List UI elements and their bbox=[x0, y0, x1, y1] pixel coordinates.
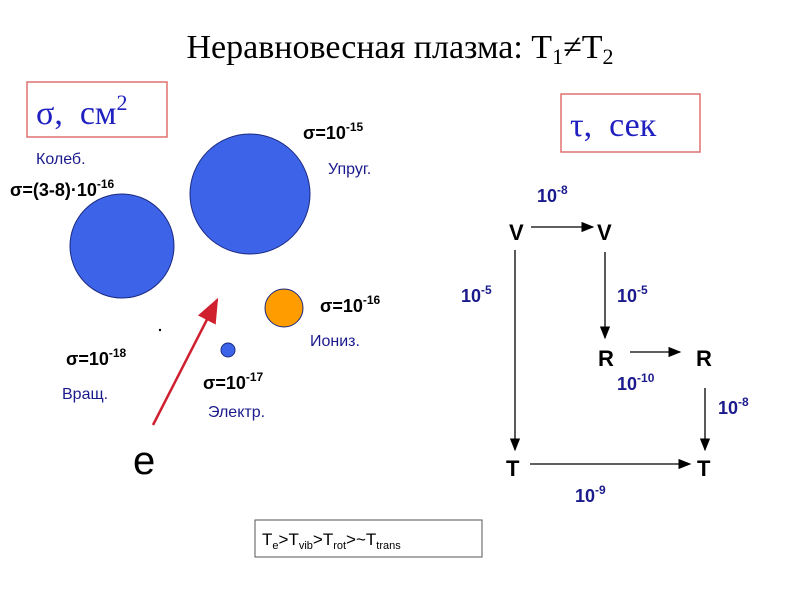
box bbox=[26, 81, 168, 138]
time: 10-10 bbox=[617, 371, 655, 394]
title-sub: 1 bbox=[552, 44, 563, 69]
time-base: 10 bbox=[718, 398, 738, 418]
time: 10-5 bbox=[617, 283, 648, 306]
value-exp: -16 bbox=[363, 293, 381, 307]
ineq-sub: e bbox=[272, 540, 278, 552]
time: 10-5 bbox=[461, 283, 492, 306]
molecule bbox=[220, 342, 236, 358]
time: 10-8 bbox=[718, 395, 749, 418]
molecule bbox=[189, 133, 311, 255]
label-sup: 2 bbox=[116, 90, 127, 115]
title-text: ≠T bbox=[563, 29, 603, 66]
time-exp: -5 bbox=[637, 283, 648, 297]
name: Упруг. bbox=[328, 161, 371, 178]
title-sub: 2 bbox=[603, 44, 614, 69]
ineq-sub: vib bbox=[299, 540, 313, 552]
inequality: Te>Tvib>Trot>~Ttrans bbox=[262, 530, 401, 552]
time-base: 10 bbox=[461, 286, 481, 306]
time-base: 10 bbox=[575, 486, 595, 506]
time: 10-8 bbox=[537, 183, 568, 206]
name: Иониз. bbox=[310, 333, 360, 350]
value: σ=10-15 bbox=[303, 120, 364, 143]
ineq-text: >T bbox=[313, 530, 333, 549]
box bbox=[560, 93, 701, 153]
value-exp: -16 bbox=[97, 177, 115, 191]
label-text: σ, см bbox=[36, 95, 116, 132]
box bbox=[254, 519, 483, 558]
value-text: σ=10 bbox=[66, 349, 109, 369]
value: σ=10-17 bbox=[203, 370, 264, 393]
name: Вращ. bbox=[62, 386, 108, 403]
value-text: σ=10 bbox=[203, 373, 246, 393]
time-exp: -8 bbox=[738, 395, 749, 409]
molecule bbox=[264, 288, 304, 328]
time-exp: -10 bbox=[637, 371, 655, 385]
electron: e bbox=[133, 439, 155, 483]
time-exp: -8 bbox=[557, 183, 568, 197]
time-base: 10 bbox=[617, 374, 637, 394]
ineq-text: >T bbox=[279, 530, 299, 549]
name: Колеб. bbox=[36, 151, 86, 168]
title: Неравновесная плазма: T1≠T2 bbox=[186, 29, 613, 69]
value-text: σ=10 bbox=[320, 296, 363, 316]
time-base: 10 bbox=[617, 286, 637, 306]
node: T bbox=[697, 456, 711, 481]
node: V bbox=[509, 220, 524, 245]
value-text: σ=10 bbox=[303, 123, 346, 143]
value-exp: -17 bbox=[246, 370, 264, 384]
dot bbox=[158, 328, 162, 332]
name: Электр. bbox=[208, 404, 265, 421]
electron-arrow bbox=[151, 297, 219, 426]
molecule bbox=[69, 193, 175, 299]
time-label: τ, сек bbox=[570, 107, 657, 144]
time: 10-9 bbox=[575, 483, 606, 506]
ineq-text: >~T bbox=[346, 530, 376, 549]
node: R bbox=[696, 346, 712, 371]
node: T bbox=[506, 456, 520, 481]
title-text: Неравновесная плазма: T bbox=[186, 29, 552, 66]
ineq-sub: trans bbox=[376, 540, 401, 552]
value-text: σ=(3-8)·10 bbox=[10, 180, 97, 200]
value: σ=10-18 bbox=[66, 346, 127, 369]
time-exp: -5 bbox=[481, 283, 492, 297]
node: V bbox=[597, 220, 612, 245]
time-exp: -9 bbox=[595, 483, 606, 497]
ineq-text: T bbox=[262, 530, 272, 549]
value-exp: -18 bbox=[109, 346, 127, 360]
node: R bbox=[598, 346, 614, 371]
ineq-sub: rot bbox=[333, 540, 346, 552]
value: σ=(3-8)·10-16 bbox=[10, 177, 115, 200]
value-exp: -15 bbox=[346, 120, 364, 134]
value: σ=10-16 bbox=[320, 293, 381, 316]
time-base: 10 bbox=[537, 186, 557, 206]
cross-section-label: σ, см2 bbox=[36, 90, 127, 132]
